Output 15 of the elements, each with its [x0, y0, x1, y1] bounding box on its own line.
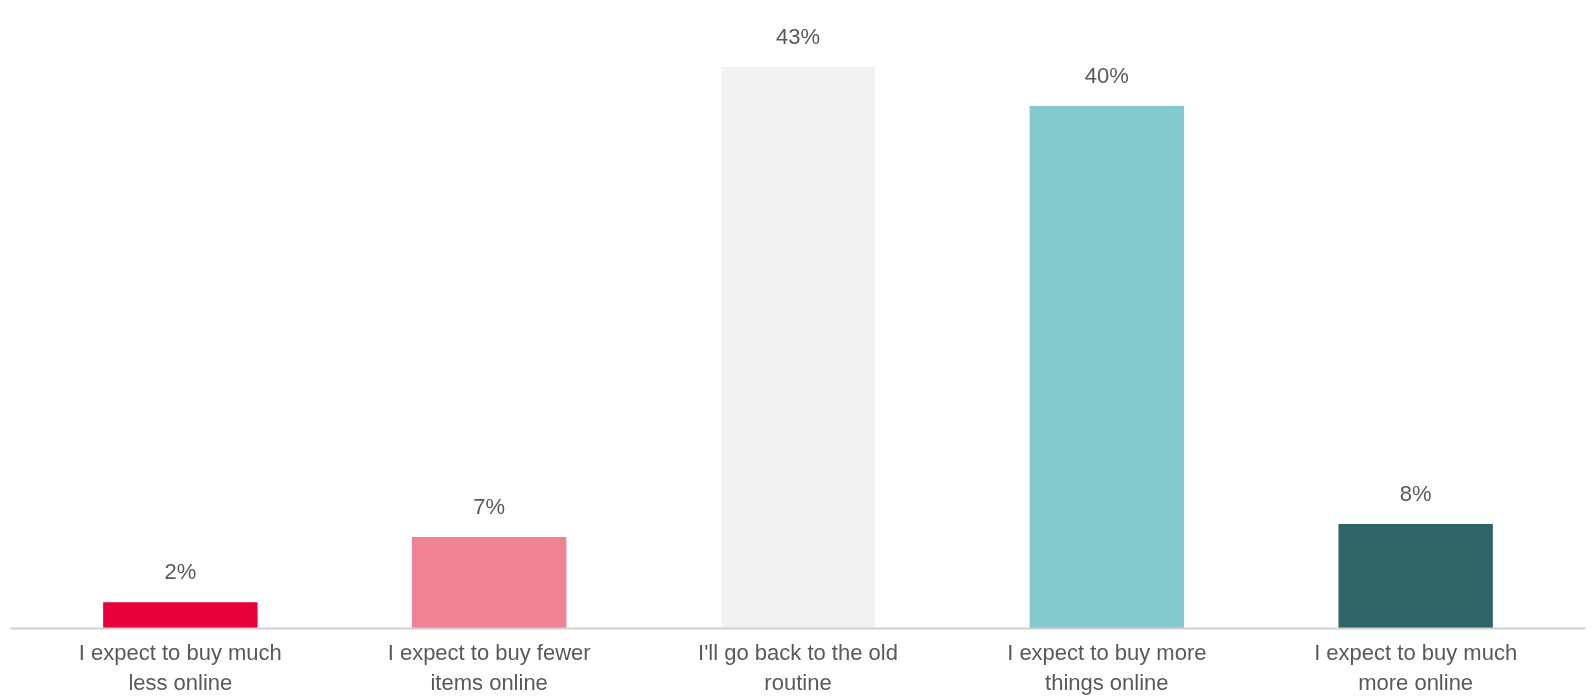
x-tick-label: I expect to buy much more online: [1314, 639, 1518, 695]
bar: [720, 66, 876, 629]
data-label: 43%: [775, 23, 821, 49]
bar: [1029, 105, 1185, 629]
data-label: 8%: [1399, 480, 1432, 506]
x-tick-label: I expect to buy fewer items online: [387, 639, 591, 695]
data-label: 2%: [164, 559, 197, 585]
bar: [103, 602, 258, 629]
data-label: 40%: [1084, 62, 1129, 88]
x-tick-label: I expect to buy much less online: [78, 639, 282, 695]
bar: [411, 537, 567, 629]
data-label: 7%: [473, 494, 506, 520]
x-tick-label: I'll go back to the old routine: [698, 639, 898, 695]
bar: [1338, 523, 1493, 629]
x-tick-label: I expect to buy more things online: [1007, 639, 1207, 695]
